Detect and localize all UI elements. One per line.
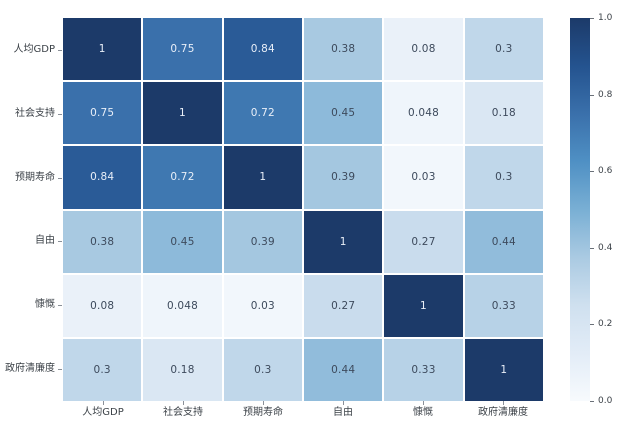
y-axis-label: 人均GDP — [13, 43, 55, 55]
y-axis-tick — [58, 305, 62, 307]
heatmap-cell: 0.048 — [384, 82, 463, 145]
heatmap-cell: 0.048 — [143, 274, 222, 337]
heatmap-cell: 0.33 — [384, 338, 463, 401]
heatmap-cell: 1 — [384, 274, 463, 337]
heatmap-cell: 0.45 — [143, 210, 222, 273]
colorbar-tick-label: 0.6 — [598, 166, 613, 177]
y-axis-label: 慷慨 — [35, 299, 55, 311]
heatmap-cell: 1 — [464, 338, 543, 401]
colorbar-tick — [590, 171, 594, 173]
y-axis-label: 自由 — [35, 235, 55, 247]
colorbar-tick — [590, 94, 594, 96]
x-axis-label: 人均GDP — [82, 407, 124, 418]
x-axis-tick — [183, 401, 184, 405]
x-axis-label: 自由 — [333, 407, 353, 418]
heatmap-cell: 1 — [63, 18, 142, 81]
x-axis-tick — [103, 401, 104, 405]
colorbar-tick-label: 1.0 — [598, 13, 613, 23]
heatmap-cell: 0.84 — [63, 146, 142, 209]
heatmap-cell: 0.72 — [143, 146, 222, 209]
y-axis-tick — [58, 113, 62, 115]
heatmap-cell: 0.72 — [223, 82, 302, 145]
heatmap-cell: 0.75 — [63, 82, 142, 145]
x-axis-tick — [423, 401, 424, 405]
heatmap-cell: 0.38 — [63, 210, 142, 273]
x-axis-label: 预期寿命 — [243, 407, 283, 418]
heatmap-cell: 0.27 — [384, 210, 463, 273]
y-axis-tick — [58, 177, 62, 179]
heatmap-cell: 0.75 — [143, 18, 222, 81]
x-axis-label: 社会支持 — [163, 407, 203, 418]
colorbar-tick-label: 0.4 — [598, 242, 613, 253]
heatmap-cell: 0.3 — [223, 338, 302, 401]
heatmap-cell: 0.44 — [464, 210, 543, 273]
x-axis-tick — [503, 401, 504, 405]
colorbar-gradient — [570, 18, 590, 401]
heatmap-cell: 0.3 — [464, 146, 543, 209]
heatmap-cell: 0.44 — [304, 338, 383, 401]
colorbar-tick — [590, 324, 594, 326]
x-axis-tick — [263, 401, 264, 405]
y-axis-tick — [58, 49, 62, 51]
y-axis-label: 社会支持 — [15, 107, 55, 119]
heatmap-cell: 0.39 — [223, 210, 302, 273]
heatmap-cell: 0.3 — [63, 338, 142, 401]
heatmap-cell: 0.08 — [63, 274, 142, 337]
x-axis-label: 慷慨 — [413, 407, 433, 418]
x-axis-label: 政府清廉度 — [478, 407, 528, 418]
heatmap-cell: 0.33 — [464, 274, 543, 337]
heatmap-cell: 0.08 — [384, 18, 463, 81]
y-axis-label: 政府清廉度 — [5, 363, 55, 375]
heatmap-cell: 0.27 — [304, 274, 383, 337]
y-axis-tick — [58, 241, 62, 243]
heatmap-cell: 0.45 — [304, 82, 383, 145]
heatmap-cell: 0.03 — [384, 146, 463, 209]
colorbar-tick — [590, 247, 594, 249]
colorbar-tick — [590, 401, 594, 402]
heatmap-cell: 0.84 — [223, 18, 302, 81]
heatmap-grid: 1 0.75 0.84 0.38 0.08 0.3 0.75 1 0.72 0.45 0.048 0.… — [63, 18, 543, 401]
colorbar-tick-label: 0.8 — [598, 89, 613, 100]
heatmap-cell: 1 — [304, 210, 383, 273]
heatmap-cell: 1 — [223, 146, 302, 209]
colorbar-tick-label: 0.2 — [598, 319, 613, 330]
heatmap-cell: 0.18 — [464, 82, 543, 145]
y-axis-tick — [58, 369, 62, 371]
colorbar-tick — [590, 18, 594, 19]
heatmap-cell: 0.3 — [464, 18, 543, 81]
heatmap-cell: 0.39 — [304, 146, 383, 209]
heatmap-cell: 1 — [143, 82, 222, 145]
heatmap-cell: 0.18 — [143, 338, 222, 401]
colorbar-tick-label: 0.0 — [598, 396, 613, 406]
y-axis-label: 预期寿命 — [15, 171, 55, 183]
heatmap-cell: 0.03 — [223, 274, 302, 337]
x-axis-tick — [343, 401, 344, 405]
heatmap-cell: 0.38 — [304, 18, 383, 81]
